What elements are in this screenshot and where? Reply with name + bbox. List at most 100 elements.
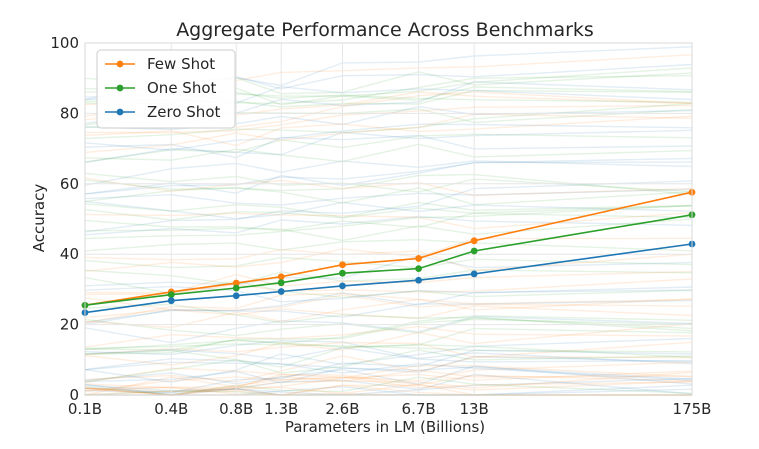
x-tick-label: 1.3B (264, 400, 298, 418)
legend-marker (116, 84, 124, 92)
background-task-line (84, 343, 693, 353)
background-task-line (84, 369, 693, 393)
legend-label: Few Shot (147, 55, 215, 73)
background-task-line (84, 177, 693, 197)
series-layer (81, 188, 696, 317)
legend-label: Zero Shot (147, 103, 220, 121)
background-task-line (84, 299, 693, 326)
background-task-line (84, 361, 693, 392)
background-task-line (84, 160, 693, 186)
background-task-line (84, 173, 693, 195)
y-tick-label: 40 (60, 245, 79, 263)
background-task-line (84, 187, 693, 206)
background-task-line (84, 211, 693, 230)
background-task-line (84, 317, 693, 337)
background-task-line (84, 180, 693, 233)
background-task-line (84, 248, 693, 272)
background-task-line (84, 344, 693, 368)
background-task-line (84, 355, 693, 374)
background-task-line (84, 366, 693, 384)
background-task-line (84, 205, 693, 232)
data-point (167, 291, 175, 299)
legend-label: One Shot (147, 79, 217, 97)
y-tick-label: 60 (60, 175, 79, 193)
background-task-line (84, 133, 693, 163)
data-point (277, 288, 285, 295)
x-tick-label: 2.6B (325, 400, 359, 418)
background-task-line (84, 323, 693, 366)
background-task-line (84, 370, 693, 391)
data-point (339, 261, 346, 269)
background-task-line (84, 294, 693, 319)
background-task-line (85, 380, 693, 396)
background-task-line (84, 341, 693, 383)
background-task-line (84, 383, 692, 396)
background-task-line (84, 346, 693, 363)
x-tick-label: 0.1B (68, 400, 102, 418)
data-point (232, 284, 240, 292)
background-task-line (84, 115, 693, 147)
background-task-line (84, 102, 693, 140)
legend: Few Shot One Shot Zero Shot (96, 49, 236, 129)
x-tick-label: 0.4B (154, 400, 188, 418)
background-task-line (84, 349, 693, 394)
data-point (470, 270, 478, 278)
x-tick-label: 175B (673, 400, 712, 418)
background-task-line (84, 365, 693, 385)
background-task-line (84, 341, 693, 359)
series-one-shot (81, 211, 696, 309)
legend-box (96, 49, 236, 129)
data-point (277, 273, 285, 281)
background-task-line (84, 256, 693, 269)
background-task-line (84, 376, 693, 396)
background-task-line (84, 269, 693, 286)
background-task-line (84, 238, 693, 252)
background-task-line (84, 188, 693, 206)
background-task-line (84, 337, 693, 383)
background-task-line (84, 201, 693, 218)
y-tick-label: 20 (60, 316, 79, 334)
y-tick-label: 80 (60, 104, 79, 122)
background-task-line (84, 200, 693, 220)
x-tick-label: 13B (459, 400, 488, 418)
data-point (232, 279, 240, 287)
background-task-line (84, 315, 693, 344)
background-task-line (84, 285, 693, 303)
series-line (84, 191, 693, 306)
background-task-line (84, 104, 693, 134)
y-tick-label: 0 (69, 386, 79, 404)
series-few-shot (81, 188, 696, 309)
legend-marker (116, 108, 124, 116)
background-task-line (84, 371, 693, 396)
background-task-line (84, 204, 693, 240)
legend-item: One Shot (105, 79, 217, 97)
data-point (277, 279, 285, 287)
data-point (167, 297, 175, 305)
background-task-line (84, 373, 693, 395)
background-task-line (84, 123, 693, 151)
series-line (84, 243, 693, 314)
background-task-line (84, 292, 693, 324)
background-task-line (84, 218, 693, 242)
data-point (415, 265, 423, 273)
x-tick-label: 6.7B (402, 400, 436, 418)
background-task-line (84, 376, 693, 396)
background-task-line (84, 364, 693, 393)
background-task-line (84, 161, 693, 195)
background-task-line (84, 129, 693, 164)
x-axis-title: Parameters in LM (Billions) (285, 418, 485, 436)
background-task-line (84, 207, 693, 221)
background-task-line (84, 367, 693, 386)
background-task-line (84, 276, 693, 299)
background-task-line (84, 303, 693, 332)
background-task-line (84, 278, 693, 296)
background-task-line (84, 215, 693, 236)
background-task-line (84, 297, 693, 320)
axes: 0.1B 0.4B 0.8B 1.3B 2.6B 6.7B 13B 175B 0 20 40 60 80… (50, 34, 711, 418)
legend-marker (116, 60, 124, 68)
series-line (84, 214, 693, 306)
background-task-line (84, 357, 693, 382)
plot-frame (84, 42, 693, 396)
background-task-line (84, 327, 693, 351)
